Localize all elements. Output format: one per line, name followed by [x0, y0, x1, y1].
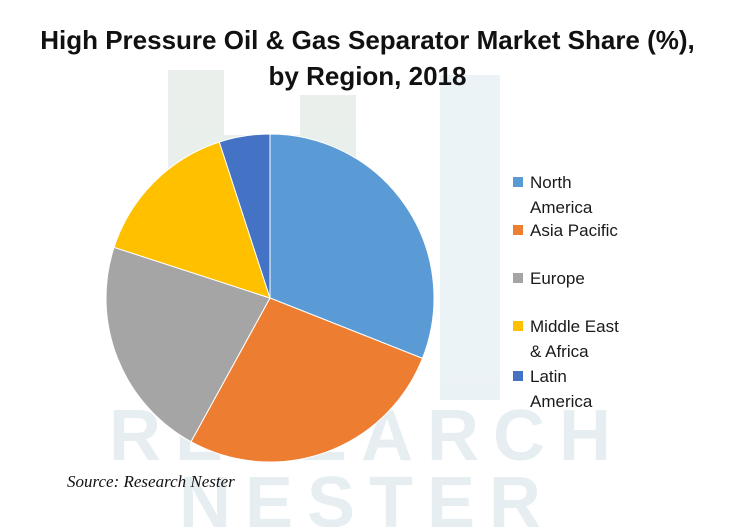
watermark-line2: NESTER — [179, 463, 555, 527]
chart-title-line1: High Pressure Oil & Gas Separator Market… — [40, 25, 695, 55]
legend-swatch — [513, 273, 523, 283]
legend-swatch — [513, 177, 523, 187]
legend-swatch — [513, 225, 523, 235]
legend-swatch — [513, 371, 523, 381]
pie-slice-latin-america — [218, 133, 271, 299]
legend-label: Asia Pacific — [530, 221, 618, 240]
pie-slice-europe — [105, 246, 271, 443]
legend-swatch — [513, 321, 523, 331]
source-note: Source: Research Nester — [67, 472, 235, 491]
pie-slice-middle-east-africa — [113, 141, 271, 299]
legend-label: Latin America — [530, 367, 593, 411]
pie-slice-north-america — [269, 133, 435, 360]
chart-title: High Pressure Oil & Gas Separator Market… — [0, 22, 735, 94]
legend-label: Middle East & Africa — [530, 317, 619, 361]
pie-slice-asia-pacific — [190, 297, 424, 463]
chart-title-line2: by Region, 2018 — [268, 61, 467, 91]
legend-label: North America — [530, 173, 593, 217]
legend-label: Europe — [530, 269, 585, 288]
